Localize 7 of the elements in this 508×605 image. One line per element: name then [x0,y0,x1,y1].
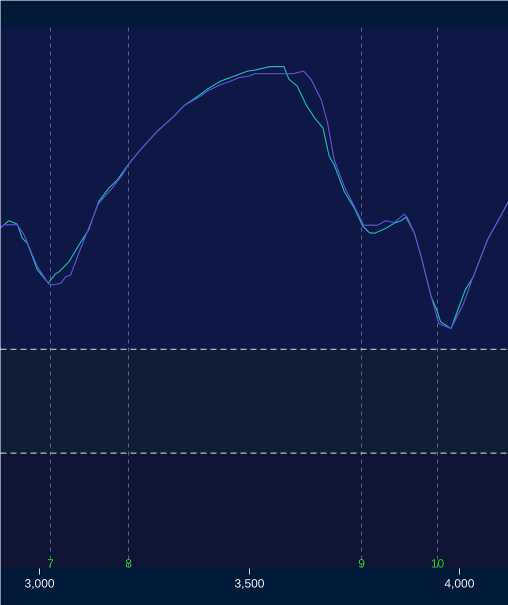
x-tick-label: 3,500 [234,576,265,590]
x-tick-label: 4,000 [444,576,475,590]
annotation: 8 [125,556,132,570]
x-tick-label: 3,000 [24,576,55,590]
annotation: 7 [47,556,54,570]
annotation: 10 [430,556,445,570]
annotation: 9 [358,556,366,570]
